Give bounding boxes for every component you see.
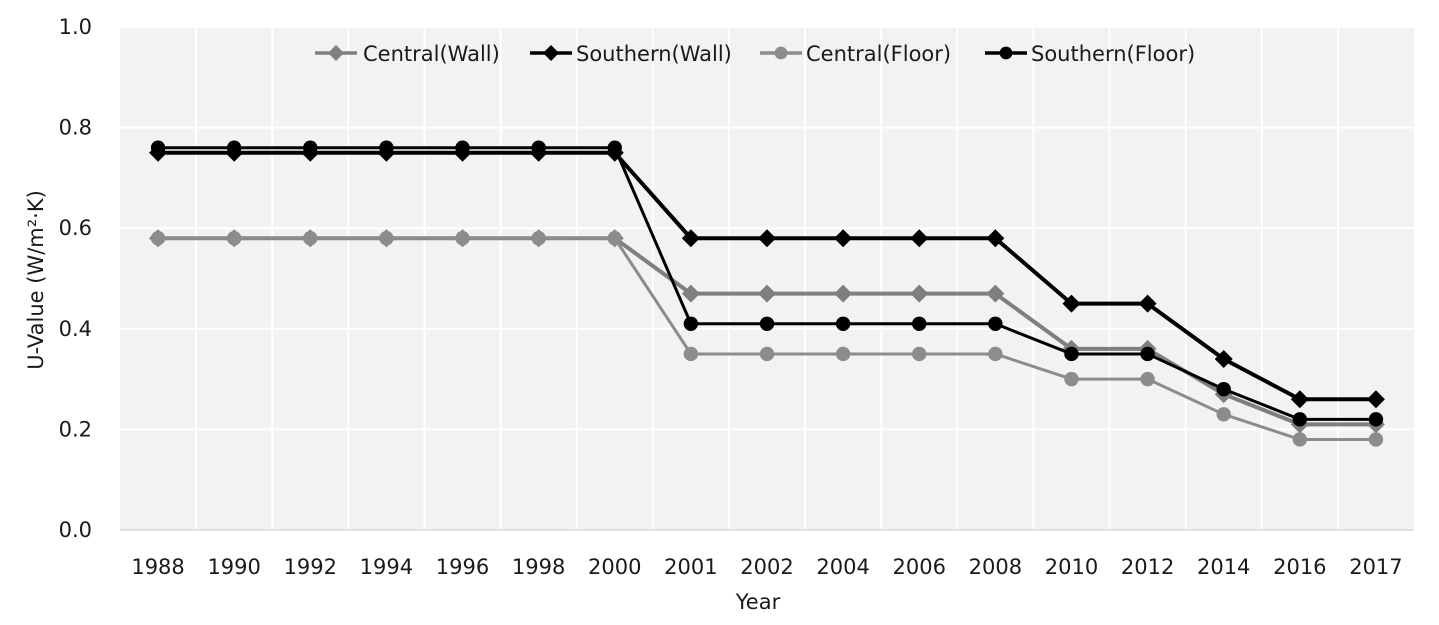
x-tick-label: 2004: [816, 555, 869, 579]
data-point-marker: [303, 140, 318, 155]
grid-layer: [120, 26, 1414, 530]
data-point-marker: [1140, 371, 1155, 387]
legend: Central(Wall) Southern(Wall) Central(Floor…: [315, 42, 1195, 66]
data-point-marker: [531, 231, 546, 246]
y-tick-label: 0.6: [59, 216, 92, 240]
data-point-marker: [1368, 432, 1384, 447]
data-point-marker: [1062, 294, 1081, 313]
data-point-marker: [455, 231, 470, 246]
legend-label: Central(Floor): [806, 42, 951, 66]
x-axis-title: Year: [735, 590, 781, 614]
x-tick-label: 1994: [360, 555, 413, 579]
data-point-marker: [681, 284, 700, 303]
data-point-marker: [1214, 349, 1233, 368]
data-point-marker: [1366, 390, 1385, 409]
x-tick-label: 1996: [436, 555, 489, 579]
data-point-marker: [303, 231, 318, 246]
series-southern-floor: [150, 140, 1384, 427]
x-tick-label: 2017: [1349, 555, 1402, 579]
data-point-marker: [150, 231, 166, 246]
legend-item: Southern(Wall): [530, 42, 732, 66]
data-point-marker: [1216, 407, 1231, 422]
data-point-marker: [607, 140, 622, 155]
x-tick-label: 2012: [1121, 555, 1174, 579]
data-point-marker: [1216, 381, 1231, 397]
data-point-marker: [328, 45, 344, 61]
legend-item: Central(Wall): [315, 42, 500, 66]
data-point-marker: [379, 231, 394, 246]
legend-label: Central(Wall): [363, 42, 500, 66]
data-point-marker: [683, 316, 699, 331]
data-point-marker: [999, 46, 1013, 60]
data-point-marker: [681, 229, 700, 248]
data-point-marker: [1292, 412, 1308, 427]
data-point-marker: [1138, 294, 1157, 313]
data-point-marker: [455, 140, 470, 155]
data-point-marker: [1064, 371, 1079, 387]
data-point-marker: [379, 140, 394, 155]
legend-item: Central(Floor): [760, 42, 951, 66]
data-point-marker: [1368, 412, 1384, 427]
data-point-marker: [1140, 346, 1155, 362]
data-point-marker: [835, 316, 851, 331]
y-tick-label: 1.0: [59, 15, 92, 39]
data-point-marker: [986, 284, 1005, 303]
data-point-marker: [912, 316, 927, 331]
data-point-marker: [226, 140, 242, 155]
series-layer: [149, 140, 1385, 447]
data-point-marker: [835, 346, 851, 362]
x-tick-label: 2001: [664, 555, 717, 579]
data-point-marker: [683, 346, 699, 362]
data-point-marker: [531, 140, 546, 155]
x-tick-label: 2010: [1045, 555, 1098, 579]
series-central-floor: [150, 231, 1384, 447]
x-tick-label: 2016: [1273, 555, 1326, 579]
legend-label: Southern(Wall): [576, 42, 732, 66]
y-tick-label: 0.4: [59, 317, 92, 341]
x-tick-label: 1990: [207, 555, 260, 579]
data-point-marker: [774, 46, 788, 60]
x-tick-label: 1998: [512, 555, 565, 579]
data-point-marker: [758, 284, 776, 303]
data-point-marker: [1290, 390, 1309, 409]
data-point-marker: [607, 231, 622, 246]
x-tick-label: 2014: [1197, 555, 1250, 579]
y-tick-label: 0.2: [59, 417, 92, 441]
data-point-marker: [226, 231, 242, 246]
data-point-marker: [988, 346, 1003, 362]
x-tick-label: 2002: [740, 555, 793, 579]
data-point-marker: [988, 316, 1003, 331]
data-point-marker: [1292, 432, 1308, 447]
y-tick-label: 0.8: [59, 116, 92, 140]
data-point-marker: [912, 346, 927, 362]
data-point-marker: [986, 229, 1005, 248]
data-point-marker: [758, 229, 776, 248]
legend-item: Southern(Floor): [985, 42, 1195, 66]
data-point-marker: [759, 316, 775, 331]
x-tick-label: 1988: [131, 555, 184, 579]
x-tick-label: 1992: [284, 555, 337, 579]
data-point-marker: [759, 346, 775, 362]
legend-label: Southern(Floor): [1031, 42, 1195, 66]
data-point-marker: [1064, 346, 1079, 362]
y-axis-title: U-Value (W/m²·K): [24, 190, 48, 370]
data-point-marker: [834, 229, 853, 248]
y-tick-label: 0.0: [59, 518, 92, 542]
data-point-marker: [834, 284, 853, 303]
data-point-marker: [543, 45, 559, 61]
data-point-marker: [910, 229, 929, 248]
data-point-marker: [910, 284, 929, 303]
x-tick-label: 2008: [969, 555, 1022, 579]
plot-area: [120, 27, 1414, 530]
data-point-marker: [150, 140, 166, 155]
axis-layer: 0.0 0.2 0.4 0.6 0.8 1.0 1988 1990 1992 1994 1996 19…: [59, 15, 1414, 579]
x-tick-label: 2006: [893, 555, 946, 579]
x-tick-label: 2000: [588, 555, 641, 579]
